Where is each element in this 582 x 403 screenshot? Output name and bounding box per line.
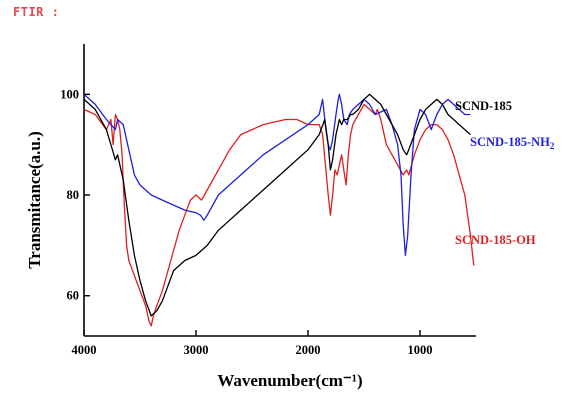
y-tick-label: 60 xyxy=(67,289,80,303)
series-label: SCND-185-NH2 xyxy=(470,135,555,151)
series-line-scnd-185-nh- xyxy=(83,93,471,257)
y-tick-label: 100 xyxy=(60,87,79,101)
series-line-scnd-185-oh xyxy=(83,103,475,327)
x-axis-title: Wavenumber(cm⁻¹) xyxy=(217,371,362,390)
series-label: SCND-185-OH xyxy=(455,233,536,247)
series-label: SCND-185 xyxy=(455,99,512,113)
series-labels: SCND-185-NH2 SCND-185 SCND-185-OH xyxy=(455,99,555,247)
series-group xyxy=(83,93,475,327)
section-heading: FTIR : xyxy=(13,5,60,19)
axis-ticks: 4000 3000 2000 1000 100 80 60 xyxy=(60,87,432,357)
y-axis-title: Transmitance(a.u.) xyxy=(25,131,44,269)
x-tick-label: 3000 xyxy=(184,343,209,357)
y-tick-label: 80 xyxy=(67,188,80,202)
x-tick-label: 2000 xyxy=(296,343,321,357)
x-tick-label: 1000 xyxy=(408,343,433,357)
x-tick-label: 4000 xyxy=(72,343,97,357)
series-line-scnd-185 xyxy=(83,93,471,317)
